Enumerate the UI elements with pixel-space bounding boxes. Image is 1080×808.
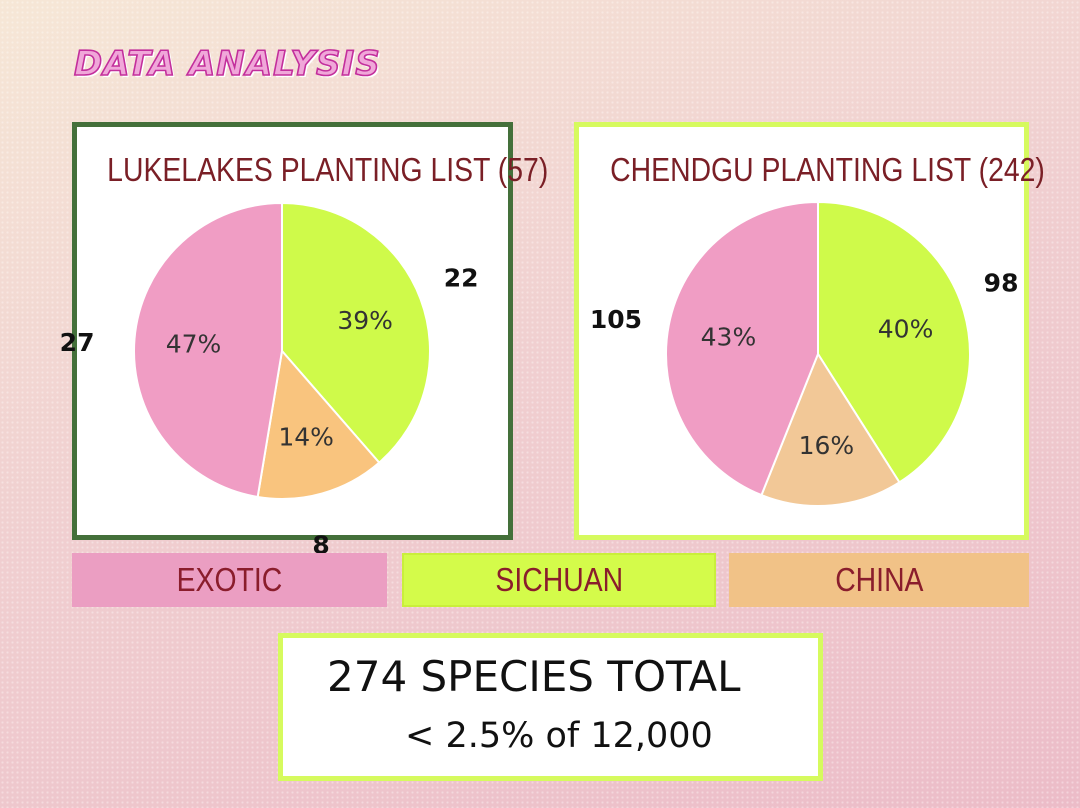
lukelakes-percent-label-sichuan: 39% xyxy=(337,306,393,335)
chengdu-percent-label-sichuan: 40% xyxy=(878,315,934,344)
lukelakes-chart-title: LUKELAKES PLANTING LIST (57) xyxy=(107,151,549,188)
lukelakes-percent-label-exotic: 47% xyxy=(166,330,222,359)
species-total-text: 274 SPECIES TOTAL xyxy=(327,652,741,701)
chengdu-slice-exotic xyxy=(665,200,819,497)
lukelakes-slice-sichuan xyxy=(281,201,431,465)
legend-china-label: CHINA xyxy=(834,561,924,598)
lukelakes-count-label-china: 8 xyxy=(312,531,329,560)
chengdu-percent-label-exotic: 43% xyxy=(701,323,757,352)
legend-sichuan-label: SICHUAN xyxy=(495,561,623,598)
lukelakes-percent-label-china: 14% xyxy=(278,422,334,451)
lukelakes-chart-panel: LUKELAKES PLANTING LIST (57) 39% 22 14% 8 47… xyxy=(60,122,549,560)
slide-title: DATA ANALYSIS xyxy=(73,43,381,85)
lukelakes-slice-china xyxy=(256,348,381,500)
lukelakes-slice-exotic xyxy=(133,201,283,499)
species-total-note: < 2.5% of 12,000 xyxy=(405,716,713,756)
chengdu-slice-china xyxy=(760,351,901,507)
chengdu-chart-panel: CHENDGU PLANTING LIST (242) 40%9816%3643… xyxy=(574,122,1045,579)
legend-exotic-label: EXOTIC xyxy=(176,561,283,598)
legend-china: CHINA xyxy=(729,553,1029,607)
legend-sichuan: SICHUAN xyxy=(402,553,716,607)
legend-exotic: EXOTIC xyxy=(72,553,387,607)
lukelakes-count-label-exotic: 27 xyxy=(60,328,95,357)
lukelakes-pie-chart: 39% 22 14% 8 47% 27 xyxy=(60,201,479,560)
chengdu-chart-title: CHENDGU PLANTING LIST (242) xyxy=(610,151,1045,188)
chengdu-count-label-sichuan: 98 xyxy=(984,268,1019,297)
lukelakes-count-label-sichuan: 22 xyxy=(444,264,479,293)
chengdu-percent-label-china: 16% xyxy=(799,431,855,460)
species-total-box: 274 SPECIES TOTAL < 2.5% of 12,000 xyxy=(278,633,823,781)
chengdu-count-label-exotic: 105 xyxy=(590,305,642,334)
